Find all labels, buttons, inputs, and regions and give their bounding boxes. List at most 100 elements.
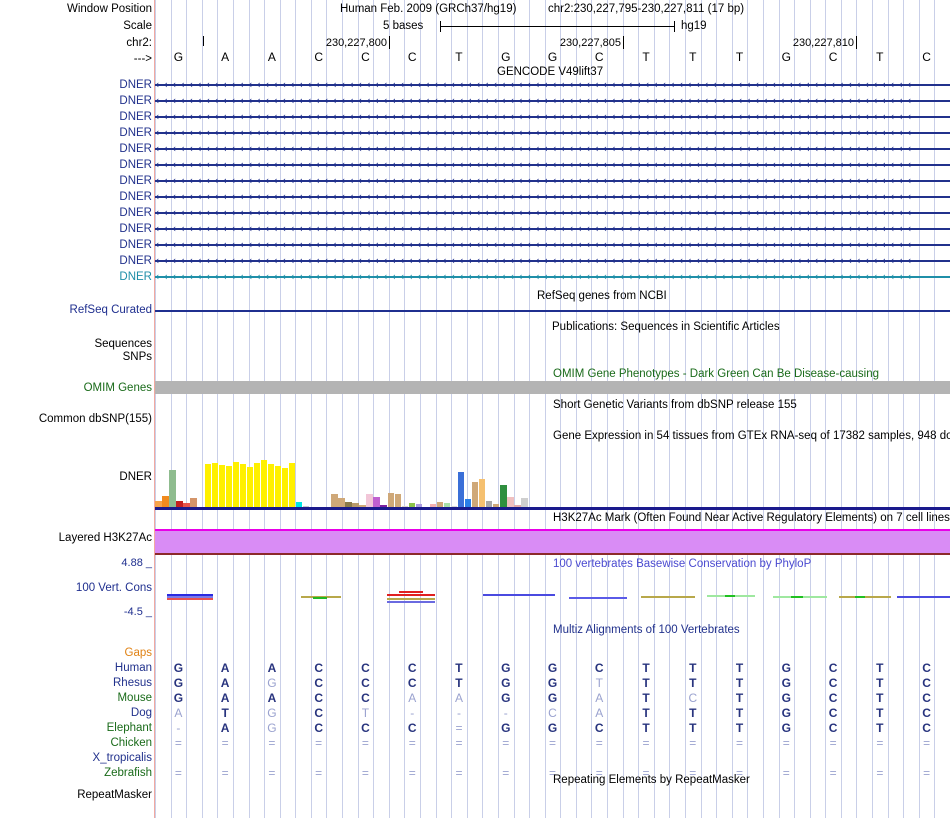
gtex-tissue-bar[interactable] — [408, 503, 416, 507]
gtex-tissue-bar[interactable] — [218, 465, 226, 507]
gtex-tissue-bar[interactable] — [359, 505, 366, 507]
grid-line — [576, 0, 577, 818]
multiz-base: A — [174, 706, 183, 720]
omim-gene-bar[interactable] — [155, 381, 950, 394]
gtex-tissue-bar[interactable] — [232, 461, 240, 507]
gtex-tissue-bar[interactable] — [211, 462, 219, 507]
gtex-tissue-bar[interactable] — [380, 505, 387, 507]
gtex-tissue-bar[interactable] — [352, 503, 359, 507]
gencode-transcript-label[interactable]: DNER — [119, 95, 152, 107]
multiz-base: T — [735, 661, 744, 675]
gtex-tissue-bar[interactable] — [260, 459, 268, 507]
multiz-species-label[interactable]: Zebrafish — [104, 767, 152, 779]
multiz-species-label[interactable]: Rhesus — [113, 677, 152, 689]
multiz-species-label[interactable]: Elephant — [106, 722, 152, 734]
gtex-tissue-bar[interactable] — [486, 501, 493, 507]
multiz-species-label[interactable]: Chicken — [110, 737, 152, 749]
gencode-transcript-label[interactable]: DNER — [119, 159, 152, 171]
gencode-intron-line[interactable] — [155, 148, 950, 150]
gtex-tissue-bar[interactable] — [204, 464, 211, 507]
gencode-intron-line[interactable] — [155, 84, 950, 86]
gencode-intron-line[interactable] — [155, 260, 950, 262]
label-100-vert-cons[interactable]: 100 Vert. Cons — [75, 582, 152, 594]
label-sequences[interactable]: Sequences — [94, 338, 152, 350]
gencode-transcript-label[interactable]: DNER — [119, 111, 152, 123]
gtex-tissue-bar[interactable] — [471, 481, 479, 507]
label-layered-h3k27ac[interactable]: Layered H3K27Ac — [58, 532, 152, 544]
gtex-tissue-bar[interactable] — [169, 470, 176, 507]
gtex-tissue-bar[interactable] — [500, 484, 507, 507]
gtex-tissue-bar[interactable] — [450, 506, 458, 507]
gtex-tissue-bar[interactable] — [345, 502, 352, 507]
label-repeatmasker[interactable]: RepeatMasker — [77, 789, 152, 801]
multiz-base: C — [828, 706, 838, 720]
gtex-tissue-bar[interactable] — [521, 498, 528, 507]
gencode-intron-line[interactable] — [155, 212, 950, 214]
gencode-intron-line[interactable] — [155, 180, 950, 182]
gtex-tissue-bar[interactable] — [387, 493, 394, 507]
gtex-tissue-bar[interactable] — [373, 497, 380, 507]
gencode-transcript-label[interactable]: DNER — [119, 79, 152, 91]
gtex-tissue-bar[interactable] — [464, 499, 472, 507]
gtex-tissue-bar[interactable] — [479, 478, 486, 507]
gtex-tissue-bar[interactable] — [162, 496, 169, 507]
gencode-intron-line[interactable] — [155, 132, 950, 134]
label-omim-genes[interactable]: OMIM Genes — [83, 382, 152, 394]
gtex-tissue-bar[interactable] — [493, 504, 500, 507]
gencode-transcript-label[interactable]: DNER — [119, 143, 152, 155]
gencode-intron-line[interactable] — [155, 196, 950, 198]
gtex-tissue-bar[interactable] — [225, 466, 233, 507]
gtex-tissue-bar[interactable] — [514, 505, 521, 507]
gtex-tissue-bar[interactable] — [338, 498, 345, 507]
gtex-tissue-bar[interactable] — [183, 503, 190, 507]
gtex-tissue-bar[interactable] — [190, 498, 197, 507]
multiz-species-label[interactable]: Mouse — [117, 692, 152, 704]
gtex-tissue-bar[interactable] — [457, 472, 465, 507]
multiz-species-label[interactable]: Gaps — [124, 647, 153, 659]
gencode-intron-line[interactable] — [155, 164, 950, 166]
gencode-intron-line[interactable] — [155, 244, 950, 246]
gencode-transcript-label[interactable]: DNER — [119, 223, 152, 235]
gtex-tissue-bar[interactable] — [281, 468, 289, 507]
gencode-transcript-label[interactable]: DNER — [119, 207, 152, 219]
gtex-tissue-bar[interactable] — [401, 506, 409, 507]
refseq-gene-line[interactable] — [155, 310, 950, 312]
gtex-tissue-bar[interactable] — [366, 494, 373, 507]
gtex-tissue-bar[interactable] — [155, 501, 162, 507]
gtex-tissue-bar[interactable] — [267, 464, 275, 507]
multiz-species-label[interactable]: Human — [114, 662, 152, 674]
gencode-transcript-label[interactable]: DNER — [119, 255, 152, 267]
gtex-tissue-bar[interactable] — [303, 506, 310, 507]
gtex-tissue-bar[interactable] — [429, 504, 437, 507]
gtex-tissue-bar[interactable] — [331, 494, 338, 507]
gtex-tissue-bar[interactable] — [239, 463, 247, 507]
label-common-dbsnp[interactable]: Common dbSNP(155) — [38, 413, 152, 425]
gencode-transcript-label[interactable]: DNER — [119, 191, 152, 203]
gencode-transcript-label[interactable]: DNER — [119, 239, 152, 251]
gencode-intron-line[interactable] — [155, 228, 950, 230]
gtex-tissue-bar[interactable] — [176, 501, 183, 507]
multiz-base: T — [595, 676, 603, 690]
label-gtex-dner[interactable]: DNER — [119, 471, 152, 483]
gencode-intron-line[interactable] — [155, 276, 950, 278]
gtex-tissue-bar[interactable] — [507, 497, 514, 507]
gencode-transcript-label[interactable]: DNER — [119, 271, 152, 283]
gencode-transcript-label[interactable]: DNER — [119, 175, 152, 187]
gtex-tissue-bar[interactable] — [436, 502, 444, 507]
gtex-tissue-bar[interactable] — [394, 494, 401, 507]
gencode-transcript-label[interactable]: DNER — [119, 127, 152, 139]
multiz-species-label[interactable]: Dog — [130, 707, 152, 719]
multiz-species-label[interactable]: X_tropicalis — [92, 752, 152, 764]
gtex-tissue-bar[interactable] — [296, 502, 303, 507]
gtex-tissue-bar[interactable] — [253, 462, 261, 507]
gtex-tissue-bar[interactable] — [443, 503, 451, 507]
gencode-intron-line[interactable] — [155, 116, 950, 118]
grid-line — [560, 0, 561, 818]
gtex-tissue-bar[interactable] — [274, 466, 282, 507]
label-refseq-curated[interactable]: RefSeq Curated — [69, 304, 152, 316]
gtex-tissue-bar[interactable] — [289, 462, 296, 507]
gtex-tissue-bar[interactable] — [415, 504, 423, 507]
gencode-intron-line[interactable] — [155, 100, 950, 102]
gtex-tissue-bar[interactable] — [246, 467, 254, 507]
label-snps[interactable]: SNPs — [122, 351, 152, 363]
